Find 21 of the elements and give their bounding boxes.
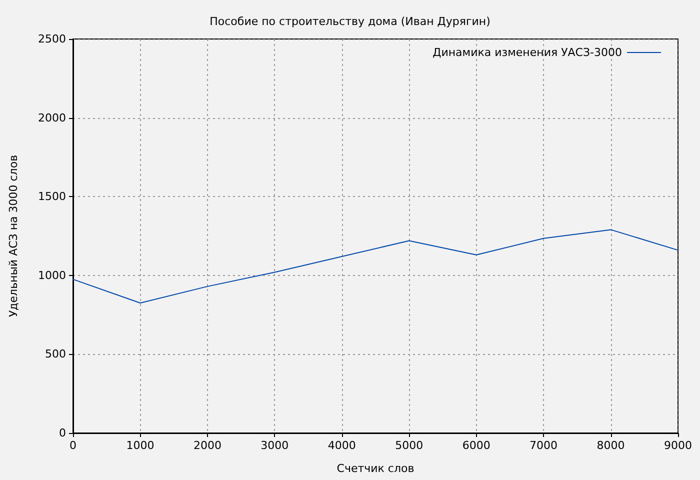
- x-tick-label: 3000: [260, 439, 289, 452]
- y-axis-title: Удельный АСЗ на 3000 слов: [7, 154, 20, 318]
- x-tick-label: 5000: [395, 439, 424, 452]
- x-tick-label: 4000: [328, 439, 356, 452]
- legend-label: Динамика изменения УАСЗ-3000: [432, 46, 622, 59]
- y-tick-label: 500: [45, 348, 66, 361]
- x-tick-label: 7000: [530, 439, 558, 452]
- x-tick-label: 8000: [596, 439, 625, 452]
- x-tick-label: 2000: [193, 439, 222, 452]
- y-tick-label: 2000: [38, 111, 66, 124]
- y-tick-label: 1500: [38, 190, 66, 204]
- x-axis-title: Счетчик слов: [336, 462, 414, 475]
- x-tick-label: 6000: [462, 439, 490, 452]
- y-tick-label: 1000: [38, 268, 66, 282]
- x-tick-label: 9000: [664, 439, 692, 452]
- y-tick-label: 0: [59, 426, 66, 440]
- x-tick-label: 1000: [126, 439, 154, 452]
- line-series: [72, 229, 678, 304]
- x-tick-label: 0: [70, 439, 76, 452]
- y-tick-label: 2500: [38, 32, 66, 46]
- chart-title: Пособие по строительству дома (Иван Дурягин): [210, 15, 490, 28]
